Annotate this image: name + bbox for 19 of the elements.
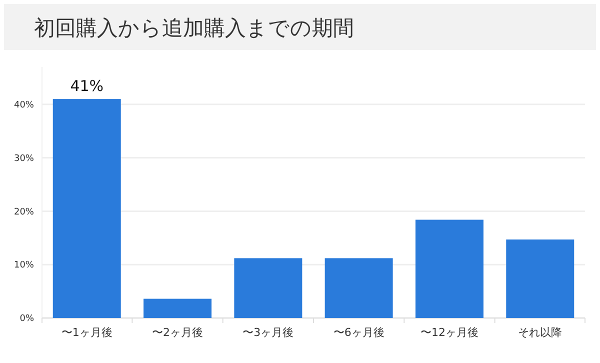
chart-title: 初回購入から追加購入までの期間 [34,16,354,40]
bar [324,258,393,318]
y-tick-label: 30% [14,154,34,164]
x-tick-label: 〜2ヶ月後 [152,326,204,339]
bar [144,298,212,318]
y-tick-label: 0% [20,314,34,324]
x-tick-label: 〜1ヶ月後 [61,326,112,339]
data-label: 41% [70,77,104,96]
x-tick-label: 〜6ヶ月後 [333,326,384,339]
bar [52,99,121,318]
x-tick-label: 〜3ヶ月後 [242,326,294,339]
bar [234,258,302,318]
bar [506,239,574,318]
bar [415,220,484,318]
y-tick-label: 10% [14,260,34,271]
x-tick-label: それ以降 [518,326,562,339]
x-tick-label: 〜12ヶ月後 [420,326,478,339]
y-tick-label: 20% [14,207,34,218]
y-tick-label: 40% [14,100,34,111]
